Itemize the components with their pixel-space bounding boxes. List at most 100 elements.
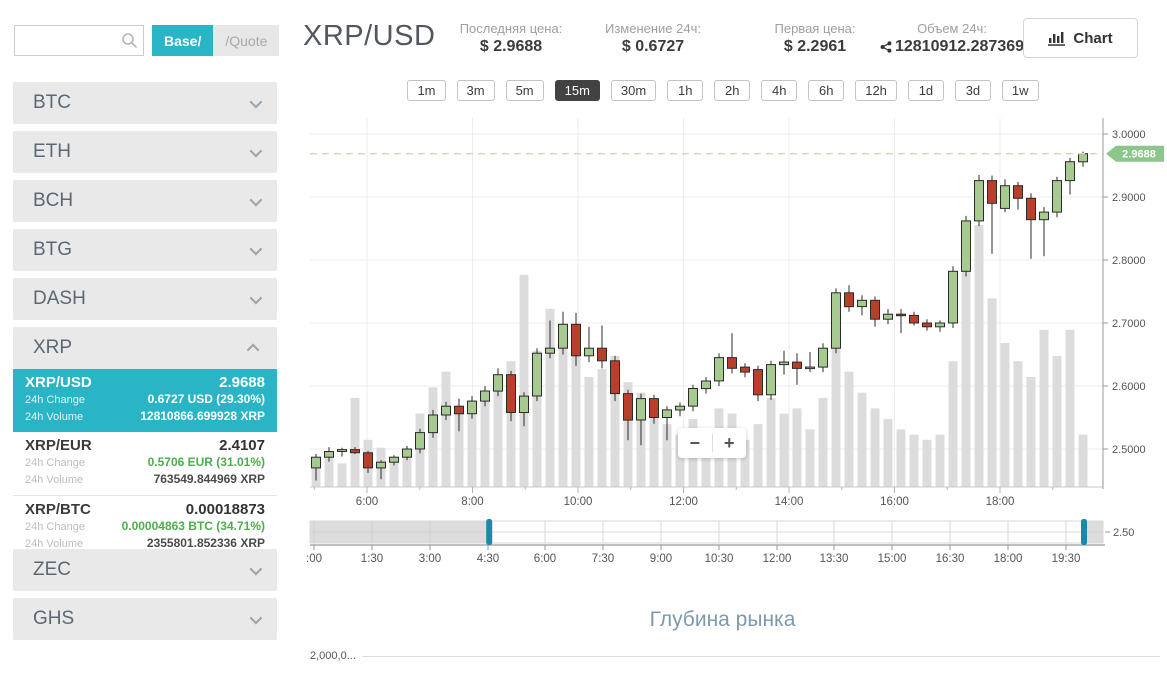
timeframe-button-4h[interactable]: 4h xyxy=(761,80,798,101)
pair-change-row: 24h Change 0.5706 EUR (31.01%) xyxy=(25,454,265,471)
x-axis-label: 12:00 xyxy=(669,496,698,508)
chevron-down-icon xyxy=(249,95,263,108)
pair-change-value: 0.00004863 BTC (34.71%) xyxy=(121,519,265,533)
pair-main-row: XRP/BTC 0.00018873 xyxy=(25,502,265,518)
pair-price: 2.9688 xyxy=(219,374,265,391)
pair-volume-row: 24h Volume 763549.844969 XRP xyxy=(25,471,265,488)
timeframe-button-1m[interactable]: 1m xyxy=(407,80,446,101)
chevron-down-icon xyxy=(249,562,263,575)
timeframe-button-5m[interactable]: 5m xyxy=(505,80,544,101)
navigator-time-label: 4:30 xyxy=(477,553,499,565)
sidebar-group-btc[interactable]: BTC xyxy=(13,82,277,124)
sidebar-group-zec[interactable]: ZEC xyxy=(13,549,277,591)
navigator-handle-left[interactable] xyxy=(486,519,493,545)
chevron-down-icon xyxy=(249,611,263,624)
x-axis-label: 18:00 xyxy=(986,496,1015,508)
pair-volume-label: 24h Volume xyxy=(25,474,84,486)
timeframe-button-2h[interactable]: 2h xyxy=(714,80,751,101)
timeframe-button-1d[interactable]: 1d xyxy=(907,80,944,101)
stat-label: Первая цена: xyxy=(774,21,856,36)
stat-value-text: $ 0.6727 xyxy=(621,38,685,55)
chart-zoom-control: − + xyxy=(678,428,746,458)
pair-price: 2.4107 xyxy=(219,437,265,454)
x-axis-label: 16:00 xyxy=(880,496,909,508)
search-box xyxy=(14,25,144,56)
base-toggle-button[interactable]: Base/ xyxy=(152,25,214,56)
pair-change-label: 24h Change xyxy=(25,457,85,469)
pair-item-xrp-usd[interactable]: XRP/USD 2.9688 24h Change 0.6727 USD (29.30… xyxy=(13,369,277,432)
pair-change-value: 0.6727 USD (29.30%) xyxy=(147,392,265,406)
chevron-down-icon xyxy=(249,242,263,255)
navigator-time-label: 12:00 xyxy=(763,553,792,565)
sidebar-group-btg[interactable]: BTG xyxy=(13,229,277,271)
navigator-time-label: 15:00 xyxy=(878,553,907,565)
timeframe-button-6h[interactable]: 6h xyxy=(808,80,845,101)
navigator-price-label: 2.50 xyxy=(1113,527,1134,539)
timeframe-button-1h[interactable]: 1h xyxy=(667,80,704,101)
timeframe-button-12h[interactable]: 12h xyxy=(855,80,897,101)
pair-volume-row: 24h Volume 12810866.699928 XRP xyxy=(25,408,265,425)
stat-value: $ 0.6727 xyxy=(583,37,723,57)
timeframe-button-3m[interactable]: 3m xyxy=(456,80,495,101)
navigator-time-label: 13:30 xyxy=(820,553,849,565)
chart-view-button[interactable]: Chart xyxy=(1023,18,1138,58)
sidebar-group-dash[interactable]: DASH xyxy=(13,278,277,320)
sidebar-group-ghs[interactable]: GHS xyxy=(13,598,277,640)
sidebar-group-xrp[interactable]: XRP xyxy=(13,327,277,369)
timeframe-button-15m[interactable]: 15m xyxy=(554,80,600,101)
navigator-time-label: 9:00 xyxy=(650,553,672,565)
stat-value-text: $ 2.2961 xyxy=(783,38,847,55)
pair-change-row: 24h Change 0.6727 USD (29.30%) xyxy=(25,391,265,408)
timeframe-button-3d[interactable]: 3d xyxy=(954,80,991,101)
pair-price: 0.00018873 xyxy=(185,501,265,518)
current-price-badge: 2.9688 xyxy=(1122,149,1156,161)
header-stat-2: Первая цена: $ 2.2961 xyxy=(745,21,885,57)
stat-label: Изменение 24ч: xyxy=(604,21,701,36)
chart-button-label: Chart xyxy=(1073,29,1113,47)
search-icon xyxy=(122,33,138,49)
candlestick-chart[interactable]: 3.0000 2.9000 2.8000 2.7000 2.6000 2.5000 2.96… xyxy=(300,108,1167,580)
stat-value-text: 12810912.287369 xyxy=(894,38,1025,55)
pair-change-label: 24h Change xyxy=(25,521,85,533)
navigator-time-label: 7:30 xyxy=(592,553,614,565)
navigator-time-label: 18:00 xyxy=(994,553,1023,565)
sidebar-group-label: ETH xyxy=(33,141,71,162)
timeframe-button-1w[interactable]: 1w xyxy=(1001,80,1039,101)
pair-volume-value: 12810866.699928 XRP xyxy=(140,409,265,423)
sidebar-group-label: BTC xyxy=(33,92,71,113)
stat-value: 12810912.287369 xyxy=(860,37,1045,57)
sidebar-group-label: BTG xyxy=(33,239,73,260)
x-axis-label: 6:00 xyxy=(356,496,378,508)
pair-change-row: 24h Change 0.00004863 BTC (34.71%) xyxy=(25,518,265,535)
sidebar-top: Base/ /Quote xyxy=(14,25,280,56)
pair-item-xrp-eur[interactable]: XRP/EUR 2.4107 24h Change 0.5706 EUR (31.01… xyxy=(13,432,277,496)
pair-main-row: XRP/EUR 2.4107 xyxy=(25,438,265,454)
pair-name: XRP/EUR xyxy=(25,437,92,454)
sidebar-group-label: ZEC xyxy=(33,559,71,580)
navigator-handle-right[interactable] xyxy=(1081,519,1087,545)
sidebar: Base/ /Quote BTC ETH BCH BTG DASH XRP XRP/US… xyxy=(0,0,290,680)
header-stat-1: Изменение 24ч: $ 0.6727 xyxy=(583,21,723,57)
zoom-out-button[interactable]: − xyxy=(689,433,700,453)
pair-list: XRP/USD 2.9688 24h Change 0.6727 USD (29.30… xyxy=(13,369,277,560)
search-input[interactable] xyxy=(14,25,144,56)
pair-main-row: XRP/USD 2.9688 xyxy=(25,375,265,391)
pair-volume-label: 24h Volume xyxy=(25,411,84,423)
quote-toggle-button[interactable]: /Quote xyxy=(213,25,280,56)
chevron-down-icon xyxy=(249,193,263,206)
stat-label: Объем 24ч: xyxy=(917,21,987,36)
y-axis-label: 3.0000 xyxy=(1112,129,1146,141)
timeframe-button-30m[interactable]: 30m xyxy=(610,80,657,101)
pair-name: XRP/BTC xyxy=(25,501,91,518)
sidebar-group-bch[interactable]: BCH xyxy=(13,180,277,222)
market-depth-title: Глубина рынка xyxy=(649,608,796,631)
zoom-in-button[interactable]: + xyxy=(723,433,735,453)
navigator-time-label: 6:00 xyxy=(534,553,556,565)
sidebar-group-eth[interactable]: ETH xyxy=(13,131,277,173)
x-axis-label: 14:00 xyxy=(775,496,804,508)
pair-volume-label: 24h Volume xyxy=(25,538,84,550)
y-axis-label: 2.8000 xyxy=(1112,255,1146,267)
timeframe-selector: 1m 3m 5m 15m 30m 1h 2h 4h 6h 12h 1d 3d 1w xyxy=(320,80,1126,101)
stat-value-text: $ 2.9688 xyxy=(479,38,543,55)
